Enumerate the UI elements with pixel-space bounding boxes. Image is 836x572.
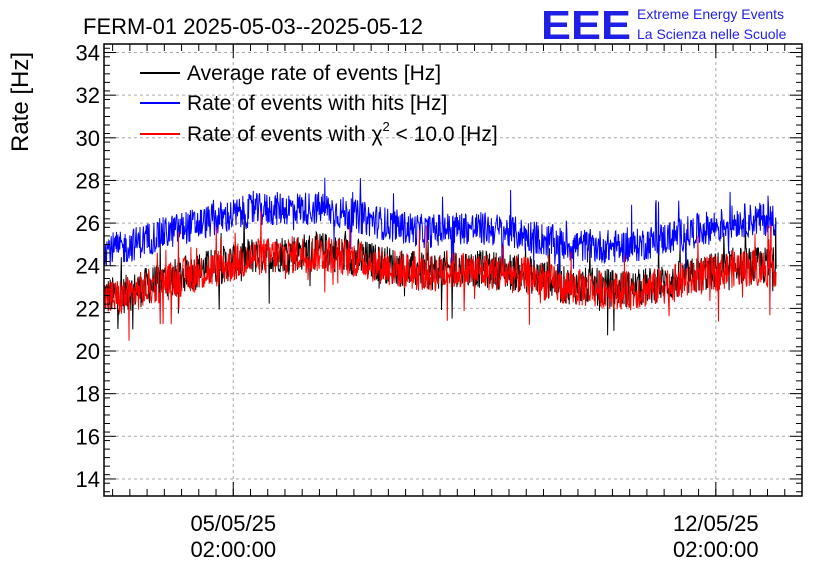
y-tick-label: 26 — [76, 211, 100, 236]
y-tick-label: 34 — [76, 41, 100, 66]
y-tick-label: 22 — [76, 296, 100, 321]
series-line-chi2 — [103, 210, 777, 341]
y-tick-label: 28 — [76, 168, 100, 193]
legend-label-average: Average rate of events [Hz] — [187, 62, 441, 85]
y-tick-label: 32 — [76, 83, 100, 108]
legend: Average rate of events [Hz] Rate of even… — [140, 62, 498, 146]
legend-chi2-sup: 2 — [382, 119, 389, 134]
plot-frame — [103, 43, 803, 497]
legend-chi2-post: < 10.0 [Hz] — [390, 123, 498, 146]
x-tick-label-date: 05/05/25 — [190, 511, 276, 536]
y-tick-label: 24 — [76, 254, 100, 279]
axes — [103, 43, 803, 497]
legend-label-chi2: Rate of events with χ2 < 10.0 [Hz] — [187, 119, 498, 146]
eee-logo: EEE — [541, 2, 631, 48]
chart-title: FERM-01 2025-05-03--2025-05-12 — [83, 14, 423, 39]
y-tick-labels: 14 16 18 20 22 24 26 28 30 32 34 — [76, 41, 100, 492]
series-line-average — [103, 210, 777, 336]
series-layer — [103, 177, 777, 341]
y-tick-label: 14 — [76, 467, 100, 492]
y-tick-label: 18 — [76, 382, 100, 407]
logo-line-2: La Scienza nelle Scuole — [637, 26, 787, 42]
y-tick-label: 20 — [76, 339, 100, 364]
legend-chi2-pre: Rate of events with — [187, 123, 371, 146]
x-tick-label-date: 12/05/25 — [673, 511, 759, 536]
series-line-hits — [103, 177, 777, 277]
legend-label-hits: Rate of events with hits [Hz] — [187, 92, 447, 115]
logo-line-1: Extreme Energy Events — [637, 6, 784, 22]
y-tick-label: 30 — [76, 126, 100, 151]
x-tick-label-time: 02:00:00 — [673, 537, 759, 562]
x-tick-label-time: 02:00:00 — [190, 537, 276, 562]
y-axis-label: Rate [Hz] — [7, 52, 34, 152]
legend-chi2-symbol: χ — [371, 123, 382, 146]
y-tick-label: 16 — [76, 424, 100, 449]
